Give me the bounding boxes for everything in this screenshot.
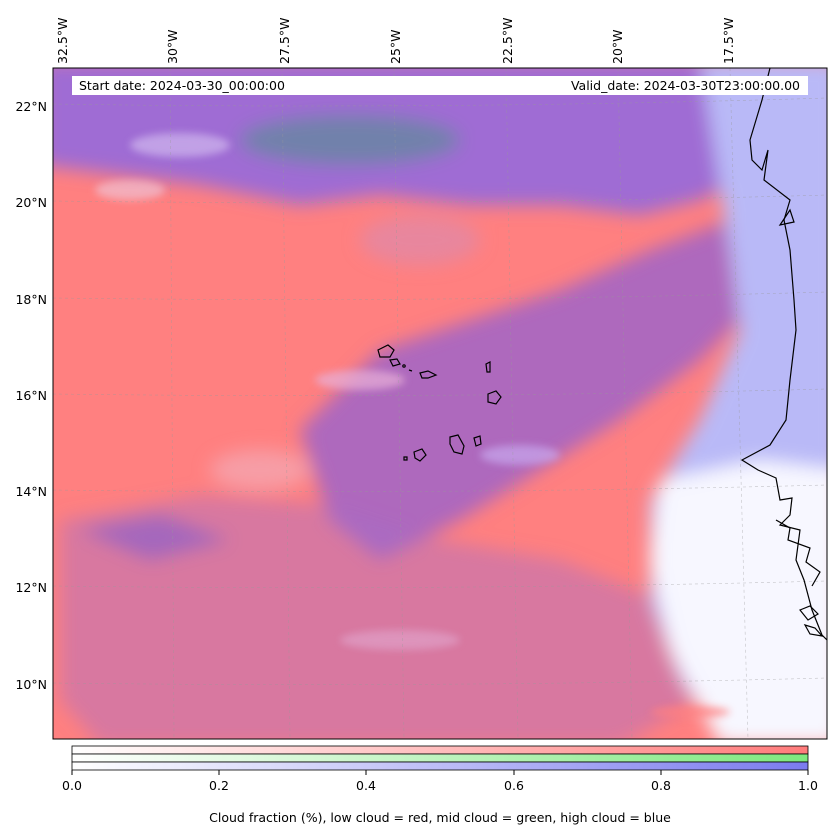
colorbar-tick-5: 1.0 — [798, 778, 818, 793]
lat-label-22n: 22°N — [15, 99, 47, 114]
lat-label-20n: 20°N — [15, 195, 47, 210]
cape-verde-islands — [377, 344, 502, 462]
colorbar-tick-3: 0.6 — [504, 778, 524, 793]
latitude-labels: 22°N 20°N 18°N 16°N 14°N 12°N 10°N — [15, 99, 47, 692]
lat-label-18n: 18°N — [15, 292, 47, 307]
colorbar-tick-2: 0.4 — [356, 778, 376, 793]
colorbar: 0.0 0.2 0.4 0.6 0.8 1.0 Cloud fraction (… — [62, 745, 818, 825]
lat-label-16n: 16°N — [15, 388, 47, 403]
lon-label-25w: 25°W — [388, 29, 403, 64]
valid-date-label: Valid_date: 2024-03-30T23:00:00.00 — [571, 78, 800, 93]
colorbar-tick-0: 0.0 — [62, 778, 82, 793]
lon-label-30w: 30°W — [165, 29, 180, 64]
start-date-label: Start date: 2024-03-30_00:00:00 — [79, 78, 285, 93]
graticule — [53, 68, 827, 739]
map-frame — [52, 67, 828, 740]
lon-label-32-5w: 32.5°W — [55, 18, 70, 64]
lon-label-17-5w: 17.5°W — [721, 18, 736, 64]
cloud-field — [53, 68, 827, 739]
colorbar-high-cloud — [71, 761, 809, 771]
colorbar-tick-1: 0.2 — [209, 778, 229, 793]
lat-label-12n: 12°N — [15, 580, 47, 595]
date-banner — [72, 76, 808, 95]
colorbar-mid-cloud — [71, 753, 809, 763]
longitude-labels: 32.5°W 30°W 27.5°W 25°W 22.5°W 20°W 17.5… — [55, 18, 736, 64]
colorbar-tick-4: 0.8 — [651, 778, 671, 793]
colorbar-low-cloud — [71, 745, 809, 755]
colorbar-caption: Cloud fraction (%), low cloud = red, mid… — [209, 810, 671, 825]
lat-label-14n: 14°N — [15, 484, 47, 499]
lat-label-10n: 10°N — [15, 677, 47, 692]
coastline — [740, 68, 827, 641]
lon-label-20w: 20°W — [610, 29, 625, 64]
lon-label-22-5w: 22.5°W — [500, 18, 515, 64]
lon-label-27-5w: 27.5°W — [277, 18, 292, 64]
